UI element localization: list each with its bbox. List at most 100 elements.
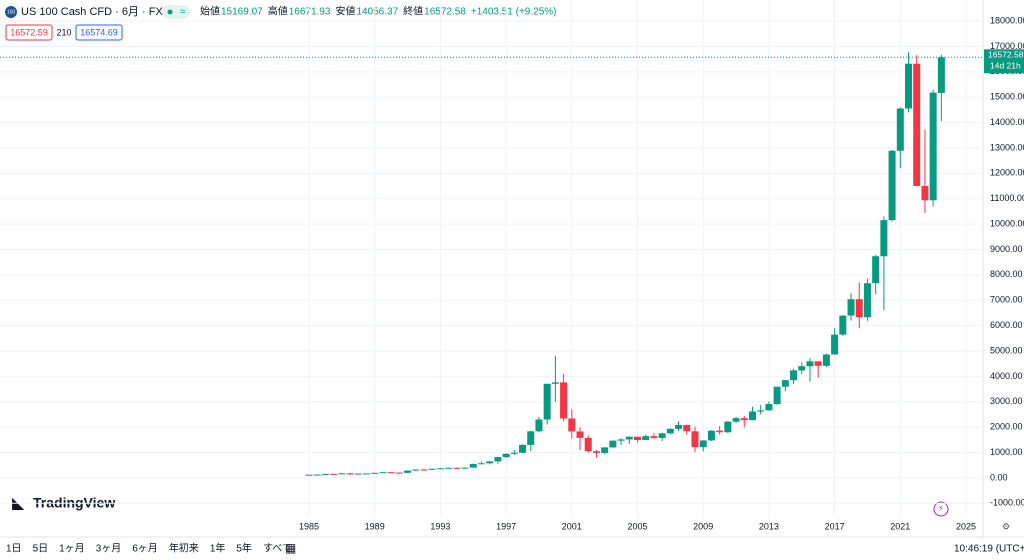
ohlc-label: 始値 [200, 5, 220, 18]
flash-button[interactable] [933, 501, 949, 517]
candle-body [404, 470, 412, 473]
y-tick-label: 14000.00 [990, 117, 1024, 127]
candle-body [560, 382, 568, 419]
candle-body [354, 473, 362, 475]
candle-body [666, 428, 674, 434]
bid-price: 16572.59 [10, 27, 48, 37]
candle-body [781, 380, 789, 387]
candle-body [609, 440, 617, 448]
candle-body [675, 425, 683, 429]
candle-body [330, 473, 338, 475]
change: +1403.51 (+9.25%) [471, 7, 557, 18]
y-tick-label: 0.00 [990, 472, 1008, 482]
range-button[interactable]: 1日 [6, 544, 22, 555]
candle-body [371, 472, 379, 474]
range-button[interactable]: 1ヶ月 [59, 543, 85, 555]
y-tick-label: 4000.00 [990, 371, 1023, 381]
status-pill[interactable] [162, 5, 190, 19]
candle-body [346, 473, 354, 475]
candle-body [321, 473, 329, 475]
candle-body [477, 463, 485, 465]
candle-body [847, 299, 855, 316]
y-tick-label: 1000.00 [990, 447, 1023, 457]
calendar-icon[interactable]: ▦ [285, 541, 296, 555]
candle-body [527, 431, 535, 445]
x-tick-label: 2001 [562, 521, 582, 531]
last-price-box [984, 49, 1024, 74]
candle-body [790, 370, 798, 381]
candle-body [724, 421, 732, 433]
candle-body [855, 299, 863, 318]
candle-body [634, 436, 641, 441]
y-tick-label: 13000.00 [990, 142, 1024, 152]
ohlc-label: 安値 [335, 5, 355, 18]
y-tick-label: 6000.00 [990, 320, 1023, 330]
ohlc-label: 終値 [403, 5, 423, 18]
candle-body [707, 430, 715, 441]
x-tick-label: 1997 [496, 521, 516, 531]
y-tick-label: 18000.00 [990, 15, 1024, 25]
y-tick-label: 11000.00 [990, 193, 1024, 203]
candle-body [822, 354, 830, 366]
candle-body [592, 451, 600, 453]
y-tick-label: 5000.00 [990, 345, 1023, 355]
candle-body [716, 430, 724, 433]
candle-body [469, 463, 477, 468]
y-tick-label: -1000.00 [990, 498, 1024, 508]
x-tick-label: 1989 [365, 521, 385, 531]
candle-body [543, 383, 551, 420]
candle-body [535, 419, 543, 432]
clock: 10:46:19 (UTC+9 [954, 544, 1024, 555]
candle-body [880, 220, 888, 257]
y-tick-label: 3000.00 [990, 396, 1023, 406]
y-tick-label: 15000.00 [990, 92, 1024, 102]
range-button[interactable]: 3ヶ月 [96, 543, 122, 555]
flash-icon: ⚡ [938, 504, 944, 513]
candle-body [412, 469, 420, 471]
range-button[interactable]: 年初来 [169, 542, 199, 555]
symbol-title[interactable]: US 100 Cash CFD · 6月 · FX [21, 6, 163, 18]
ohlc-value: 14056.37 [356, 7, 398, 18]
candle-body [765, 404, 773, 411]
range-button[interactable]: 6ヶ月 [132, 543, 158, 555]
candle-body [510, 452, 518, 454]
countdown: 14d 21h [990, 61, 1021, 71]
y-tick-label: 7000.00 [990, 295, 1023, 305]
range-button[interactable]: 5年 [236, 542, 252, 555]
logo: TradingView [33, 495, 115, 511]
candle-body [642, 436, 650, 441]
candle-body [896, 108, 904, 151]
candle-body [740, 418, 748, 421]
range-button[interactable]: 5日 [33, 544, 49, 555]
candle-body [502, 453, 510, 458]
candle-body [691, 431, 699, 448]
settings-icon[interactable]: ⚙ [1002, 521, 1010, 531]
status-dot [167, 9, 173, 15]
candle-body [313, 474, 321, 476]
spread: 210 [56, 27, 71, 37]
x-tick-label: 2017 [825, 521, 845, 531]
candle-body [773, 386, 781, 405]
candle-body [831, 334, 839, 355]
y-tick-label: 2000.00 [990, 422, 1023, 432]
candle-body [839, 315, 847, 335]
x-tick-label: 2009 [693, 521, 713, 531]
candle-body [453, 467, 461, 469]
candle-body [872, 256, 880, 284]
x-tick-label: 2025 [956, 521, 976, 531]
range-button[interactable]: すべて [263, 543, 292, 555]
bid-box[interactable] [5, 24, 53, 41]
range-button[interactable]: 1年 [210, 542, 226, 555]
x-tick-label: 2021 [890, 521, 910, 531]
y-tick-label: 17000.00 [990, 41, 1024, 51]
candle-body [584, 437, 592, 452]
candle-body [863, 283, 871, 318]
x-tick-label: 2005 [627, 521, 647, 531]
candle-body [732, 418, 740, 422]
candle-body [576, 431, 584, 438]
ask-box[interactable] [75, 24, 123, 41]
candle-body [338, 473, 346, 475]
candle-body [395, 472, 403, 474]
candle-body [551, 382, 559, 384]
candle-body [757, 410, 765, 412]
